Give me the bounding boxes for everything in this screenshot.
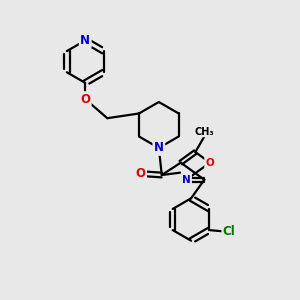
Text: N: N xyxy=(80,34,90,47)
Text: N: N xyxy=(154,141,164,154)
Text: N: N xyxy=(182,175,191,185)
Text: O: O xyxy=(206,158,214,168)
Text: Cl: Cl xyxy=(223,225,236,238)
Text: CH₃: CH₃ xyxy=(194,127,214,137)
Text: O: O xyxy=(136,167,146,180)
Text: O: O xyxy=(80,93,90,106)
